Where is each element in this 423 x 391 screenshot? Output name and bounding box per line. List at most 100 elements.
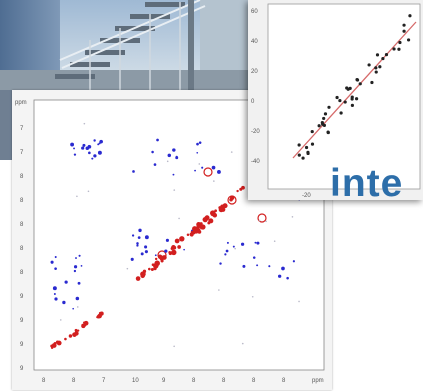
cross-peak [72,307,74,310]
y-tick-label: 7 [20,150,24,156]
weak-peak [213,180,215,182]
cross-peak [268,265,271,268]
weak-peak [126,267,129,270]
diagonal-peak [239,187,243,191]
scatter-y-tick-label: 0 [251,99,255,105]
scatter-point [326,130,330,135]
scatter-point [348,86,352,90]
cross-peak [240,242,245,246]
scatter-point [306,151,310,156]
cross-peak [224,253,227,256]
y-tick-label: 9 [20,294,24,300]
cross-peak [82,143,86,147]
weak-peak [59,319,62,321]
diagonal-peak [50,344,54,348]
x-tick-label: ppm [312,378,324,384]
cross-peak [98,142,101,145]
weak-peak [241,342,244,345]
scatter-x-ticks: -20 [302,193,311,199]
diagonal-peak [168,251,172,254]
cross-peak [73,269,77,273]
cross-peak [191,229,193,232]
cross-peak [151,150,154,154]
scatter-point [350,103,354,107]
cross-peak [167,153,172,158]
diagonal-peak [68,334,73,338]
scatter-point [322,116,326,121]
weak-peak [265,220,267,223]
staircase-photo [0,0,252,90]
cross-peak [97,150,102,155]
diagonal-peak [236,189,239,193]
diagonal-peak [135,276,141,281]
y-tick-label: 8 [20,174,24,180]
y-tick-label: 8 [20,198,24,204]
weak-peak [298,300,300,303]
scatter-point [402,23,406,27]
cross-peak [88,144,91,147]
weak-peak [83,122,86,125]
x-tick-label: 8 [192,378,196,384]
diagonal-peak [64,337,67,341]
cross-peak [281,266,285,271]
scatter-point [355,77,359,82]
diagonal-peak [195,230,198,234]
peak-contour [257,213,267,223]
scatter-point [397,47,401,51]
diagonal-peak [170,249,177,256]
cross-peak [99,139,103,144]
weak-peak [173,189,176,191]
diagonal-peak [214,209,218,213]
scatter-y-tick-label: -20 [251,129,260,135]
cross-peak [93,154,97,158]
diagonal-peak [171,245,176,250]
diagonal-peak [77,329,80,332]
weak-peak [291,216,294,218]
cross-peak [144,235,149,240]
cross-peak [70,142,75,147]
x-tick-label: 8 [222,378,226,384]
cross-peak [52,286,57,291]
cross-peak [254,241,257,244]
cross-peak [219,262,222,265]
cross-peak [172,148,176,152]
scatter-y-ticks: 60 40 20 0 -20 -40 [251,9,260,165]
y-tick-label: 8 [20,270,24,276]
y-tick-label: 8 [20,246,24,252]
scatter-point [297,153,301,157]
weak-peak [178,217,180,220]
scatter-point [310,142,315,146]
diagonal-peak [55,340,60,344]
scatter-point [323,112,328,116]
cross-peak [153,163,157,166]
scatter-plot: 60 40 20 0 -20 -40 -20 [248,0,423,200]
cross-peak [183,248,185,251]
scatter-point [297,143,301,147]
cross-peak [75,296,80,301]
x-tick-label: 8 [282,378,286,384]
scatter-point [310,129,314,134]
weak-peak [173,345,175,348]
weak-peak [273,240,276,243]
cross-peak [54,267,57,270]
cross-peak [277,274,282,278]
scatter-y-tick-label: 20 [251,69,258,75]
scatter-point [375,53,380,57]
cross-peak [64,280,68,284]
cross-peak [80,265,83,267]
diagonal-peak [150,267,154,271]
fit-line [292,21,417,159]
diagonal-peak [222,203,228,209]
cross-peak [97,143,100,146]
ppm-unit-label: ppm [15,100,27,106]
cross-peak [131,234,135,237]
cross-peak [144,245,148,249]
cross-peak [164,249,168,253]
cross-peak [194,169,196,172]
scatter-point [392,47,396,51]
weak-peak [87,190,90,193]
scatter-point [327,105,331,109]
diagonal-peak [203,218,208,222]
scatter-y-tick-label: 60 [251,9,258,15]
scatter-point [381,56,385,61]
